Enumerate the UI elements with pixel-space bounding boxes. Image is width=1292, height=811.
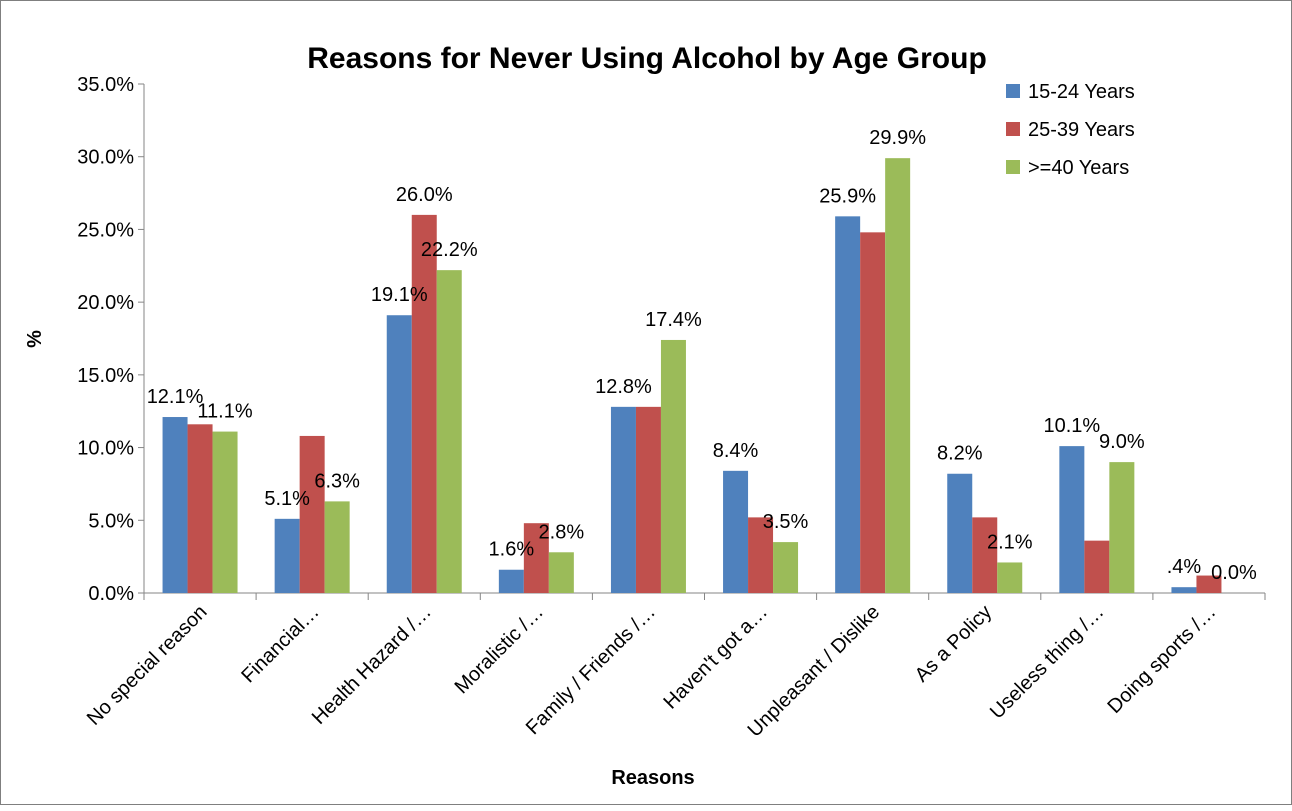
data-label: 26.0% [396,184,453,206]
y-tick-label: 15.0% [77,365,134,387]
category-label: Moralistic /… [451,601,548,698]
y-tick-label: 30.0% [77,147,134,169]
bar-25-39-years-8 [1084,540,1110,593]
legend-label: >=40 Years [1028,157,1129,179]
bar--40-years-6 [885,158,911,593]
data-label: 2.1% [987,531,1033,553]
bar-15-24-years-1 [274,518,300,593]
y-tick-label: 20.0% [77,292,134,314]
bar-25-39-years-5 [748,517,774,593]
data-label: 19.1% [371,284,428,306]
bar--40-years-4 [660,339,686,593]
data-labels: 12.1% 5.1% 19.1% 1.6% 12.8% 8.4% 25.9% 8.2% 10.1… [147,127,1257,584]
category-label: Financial… [237,601,323,687]
bar-15-24-years-3 [498,569,524,593]
bar-25-39-years-9 [1196,575,1222,593]
y-tick-label: 35.0% [77,74,134,96]
data-label: 25.9% [819,185,876,207]
bar--40-years-1 [324,501,350,593]
category-label: Health Hazard /… [308,601,436,729]
data-label: 22.2% [421,239,478,261]
legend: 15-24 Years 25-39 Years >=40 Years [1006,81,1135,179]
category-label: Doing sports /… [1104,601,1221,718]
y-tick-label: 5.0% [88,510,134,532]
bar-15-24-years-0 [162,417,188,593]
bar-25-39-years-6 [860,232,886,593]
y-axis-title: % [24,330,46,348]
bar-25-39-years-4 [635,406,661,593]
y-tick-label: 10.0% [77,438,134,460]
data-label: 6.3% [314,470,360,492]
bar--40-years-0 [212,431,238,593]
bar-25-39-years-2 [411,214,437,593]
bar-15-24-years-6 [835,216,861,593]
data-label: 12.8% [595,376,652,398]
data-label: 1.6% [489,539,535,561]
data-label: 2.8% [539,521,585,543]
bar--40-years-7 [997,562,1023,593]
y-tick-label: 0.0% [88,583,134,605]
data-label: 17.4% [645,309,702,331]
data-label: 11.1% [197,401,252,423]
chart-title: Reasons for Never Using Alcohol by Age G… [307,42,987,75]
category-label: Useless thing /… [986,601,1108,723]
bar-15-24-years-2 [386,315,412,593]
data-label: 0.0% [1211,562,1257,584]
data-label: .4% [1167,556,1202,578]
bar-15-24-years-4 [610,406,636,593]
data-label: 3.5% [763,511,809,533]
x-axis [143,592,1266,600]
x-axis-title: Reasons [611,767,694,789]
category-label: Haven't got a… [659,601,772,714]
y-tick-label: 25.0% [77,219,134,241]
legend-label: 25-39 Years [1028,119,1135,141]
category-labels: No special reason Financial…Health Hazard… [83,601,1221,742]
category-label: No special reason [83,601,212,730]
category-label: As a Policy [911,601,997,687]
bar-15-24-years-8 [1059,446,1085,593]
data-label: 8.4% [713,440,759,462]
bar-25-39-years-7 [972,517,998,593]
bar--40-years-8 [1109,462,1135,593]
data-label: 10.1% [1043,415,1100,437]
bar-15-24-years-5 [723,470,749,593]
data-label: 12.1% [147,386,204,408]
bar-15-24-years-9 [1171,587,1197,593]
legend-swatch [1006,84,1020,98]
bar-25-39-years-0 [187,424,213,593]
legend-swatch [1006,122,1020,136]
data-label: 9.0% [1099,431,1145,453]
bar-15-24-years-7 [947,473,973,593]
data-label: 8.2% [937,443,983,465]
bars [162,158,1222,593]
data-label: 5.1% [264,488,310,510]
legend-swatch [1006,160,1020,174]
y-axis: 0.0% 5.0% 10.0% 15.0% 20.0% 25.0% 30.0% 35.0% [77,74,145,605]
legend-label: 15-24 Years [1028,81,1135,103]
bar--40-years-5 [773,542,799,593]
data-label: 29.9% [869,127,926,149]
bar-25-39-years-3 [523,523,549,593]
bar--40-years-2 [436,270,462,593]
bar-25-39-years-1 [299,435,325,593]
bar--40-years-3 [548,552,574,593]
